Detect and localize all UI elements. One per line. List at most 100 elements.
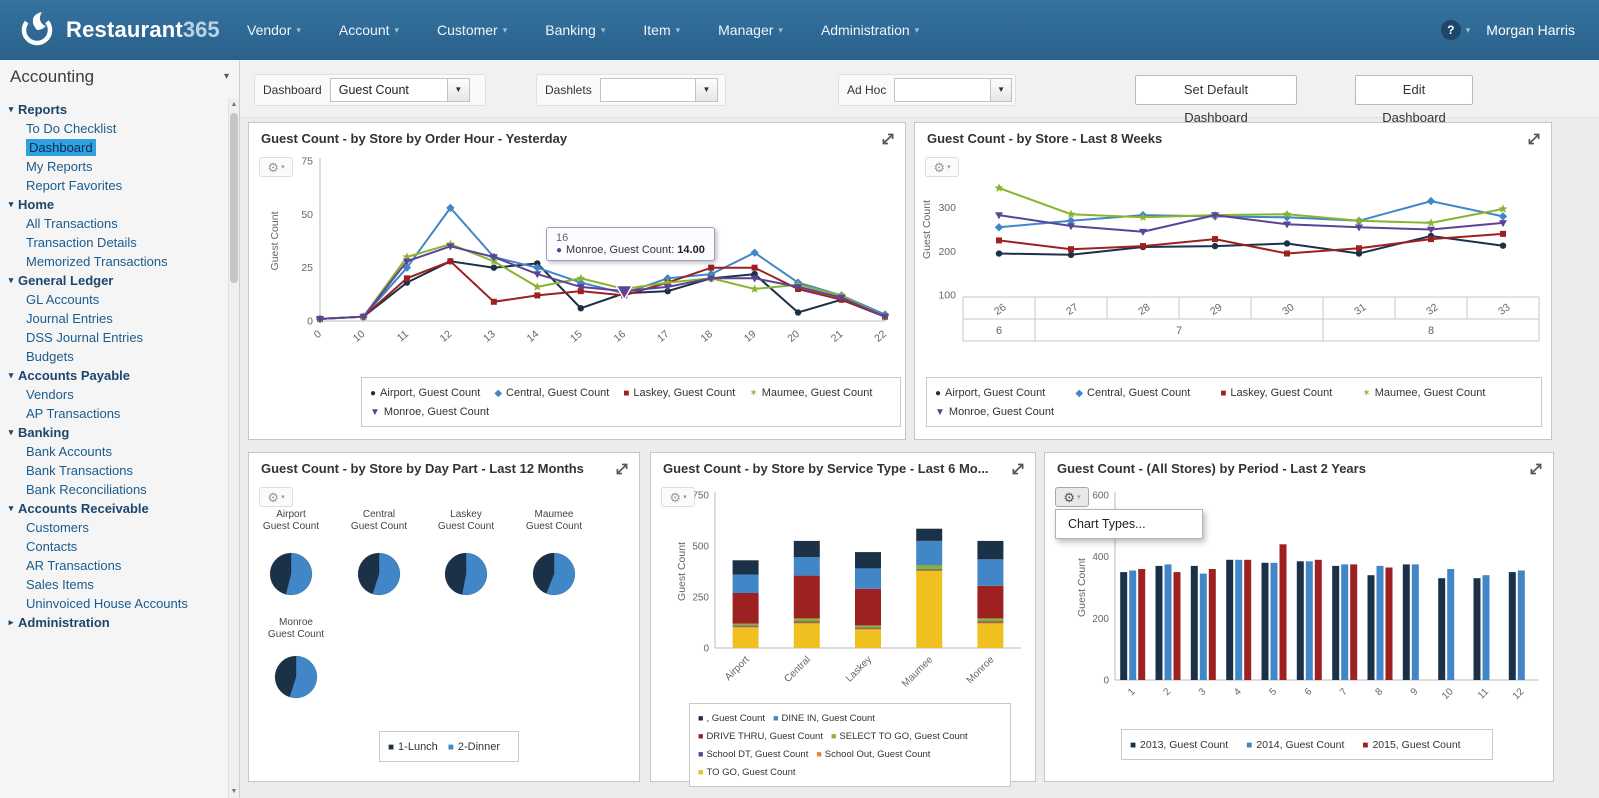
sidebar-item-bank-accounts[interactable]: Bank Accounts [0,442,228,461]
collapse-twisty-icon[interactable]: ▾ [8,503,14,513]
chevron-down-icon: ▾ [778,24,783,35]
legend-label: Central, Guest Count [506,387,610,399]
scroll-down-arrow[interactable]: ▼ [230,788,238,795]
bar-segment-school-out-guest-count [793,622,820,624]
sidebar-item-bank-reconciliations[interactable]: Bank Reconciliations [0,480,228,499]
svg-text:250: 250 [692,593,709,604]
collapse-twisty-icon[interactable]: ▾ [8,104,14,114]
sidebar-section-home[interactable]: ▾ Home [0,195,228,214]
chart-options-gear[interactable]: ⚙ ▾ [1055,487,1089,507]
svg-text:12: 12 [438,328,455,345]
sidebar-item-journal-entries[interactable]: Journal Entries [0,309,228,328]
expand-icon[interactable] [1528,461,1544,477]
sidebar-item-ar-transactions[interactable]: AR Transactions [0,556,228,575]
scroll-thumb[interactable] [230,113,238,283]
chevron-down-icon[interactable]: ▼ [695,79,717,101]
expand-icon[interactable] [880,131,896,147]
sidebar-item-transaction-details[interactable]: Transaction Details [0,233,228,252]
sidebar-item-uninvoiced-house-accounts[interactable]: Uninvoiced House Accounts [0,594,228,613]
sidebar-item-my-reports[interactable]: My Reports [0,157,228,176]
sidebar-item-to-do-checklist[interactable]: To Do Checklist [0,119,228,138]
legend-label: 2015, Guest Count [1372,739,1461,751]
sidebar-item-memorized-transactions[interactable]: Memorized Transactions [0,252,228,271]
adhoc-select[interactable]: ▼ [894,78,1013,102]
sidebar-item-customers[interactable]: Customers [0,518,228,537]
nav-right: ? ▾ Morgan Harris [1440,20,1575,40]
nav-item-administration[interactable]: Administration ▾ [802,0,938,60]
chart-tooltip: 16 ● Monroe, Guest Count: 14.00 [546,227,715,261]
sidebar-item-bank-transactions[interactable]: Bank Transactions [0,461,228,480]
sidebar-item-dss-journal-entries[interactable]: DSS Journal Entries [0,328,228,347]
user-menu[interactable]: Morgan Harris [1486,22,1575,38]
sidebar-item-report-favorites[interactable]: Report Favorites [0,176,228,195]
chart-options-gear[interactable]: ⚙ ▾ [259,157,293,177]
bar-2013-guest-count [1155,565,1163,680]
svg-text:17: 17 [655,328,672,345]
nav-item-customer[interactable]: Customer ▾ [418,0,526,60]
set-default-dashboard-button[interactable]: Set Default Dashboard [1135,75,1297,125]
nav-item-item[interactable]: Item ▾ [624,0,699,60]
collapse-twisty-icon[interactable]: ▾ [8,275,14,285]
edit-dashboard-button[interactable]: Edit Dashboard [1355,75,1473,125]
scroll-up-arrow[interactable]: ▲ [230,101,238,108]
dashboard-select-group: Dashboard Guest Count ▼ [254,74,486,106]
sidebar-item-gl-accounts[interactable]: GL Accounts [0,290,228,309]
collapse-twisty-icon[interactable]: ▾ [8,370,14,380]
sidebar-section-accounts-receivable[interactable]: ▾ Accounts Receivable [0,499,228,518]
nav-item-manager[interactable]: Manager ▾ [699,0,802,60]
svg-text:0: 0 [703,644,709,655]
sidebar-section-banking[interactable]: ▾ Banking [0,423,228,442]
chart-options-gear[interactable]: ⚙ ▾ [925,157,959,177]
svg-text:6: 6 [996,325,1002,337]
sidebar-section-administration[interactable]: ▸ Administration [0,613,228,632]
chevron-down-icon: ▾ [1077,494,1081,501]
legend-label: Laskey, Guest Count [633,387,736,399]
menu-item-chart-types[interactable]: Chart Types... [1068,517,1146,531]
collapse-twisty-icon[interactable]: ▾ [8,199,14,209]
expand-twisty-icon[interactable]: ▸ [8,617,14,627]
legend-label: Laskey, Guest Count [1230,387,1333,399]
bar-segment-drive-thru-guest-count [855,588,881,626]
expand-icon[interactable] [1526,131,1542,147]
dashboard-label: Dashboard [263,83,322,97]
sidebar-item-all-transactions[interactable]: All Transactions [0,214,228,233]
nav-item-account[interactable]: Account ▾ [320,0,418,60]
sidebar-section-reports[interactable]: ▾ Reports [0,100,228,119]
module-selector[interactable]: Accounting ▾ [0,60,239,94]
dashboard-select[interactable]: Guest Count ▼ [329,78,470,102]
sidebar-section-accounts-payable[interactable]: ▾ Accounts Payable [0,366,228,385]
item-label: All Transactions [26,216,118,231]
sidebar-item-budgets[interactable]: Budgets [0,347,228,366]
help-menu[interactable]: ? ▾ [1440,20,1470,40]
svg-text:14: 14 [525,328,542,345]
chevron-down-icon[interactable]: ▼ [447,79,469,101]
bar-segment-guest-count [793,540,820,558]
sidebar-item-contacts[interactable]: Contacts [0,537,228,556]
svg-text:200: 200 [938,246,956,258]
chevron-down-icon[interactable]: ▼ [989,79,1012,101]
brand-logo[interactable]: Restaurant 365 [16,10,228,50]
chart-options-gear[interactable]: ⚙ ▾ [661,487,695,507]
legend-item-airport-guest-count: ● Airport, Guest Count [370,385,480,402]
sidebar-section-general-ledger[interactable]: ▾ General Ledger [0,271,228,290]
expand-icon[interactable] [1010,461,1026,477]
nav-item-vendor[interactable]: Vendor ▾ [228,0,320,60]
service-type-stacked-bar-chart[interactable]: 0 250 500 750 Guest Count Airport Central Laske… [659,485,1029,697]
svg-text:16: 16 [611,328,628,345]
collapse-twisty-icon[interactable]: ▾ [8,427,14,437]
sidebar-item-sales-items[interactable]: Sales Items [0,575,228,594]
sidebar-item-ap-transactions[interactable]: AP Transactions [0,404,228,423]
nav-item-banking[interactable]: Banking ▾ [526,0,624,60]
order-hour-line-chart[interactable]: 0 25 50 75 Guest Count 0 10 11 12 13 14 15 16 17 18 19 2… [255,155,900,383]
sidebar-item-dashboard[interactable]: Dashboard [0,138,228,157]
sidebar-scrollbar[interactable]: ▲ ▼ [228,98,239,798]
chart-options-gear[interactable]: ⚙ ▾ [259,487,293,507]
weeks-line-chart[interactable]: 100200300400Guest Count26272829303132336… [923,155,1545,347]
sidebar-item-vendors[interactable]: Vendors [0,385,228,404]
dashlets-select[interactable]: ▼ [599,78,718,102]
expand-icon[interactable] [614,461,630,477]
